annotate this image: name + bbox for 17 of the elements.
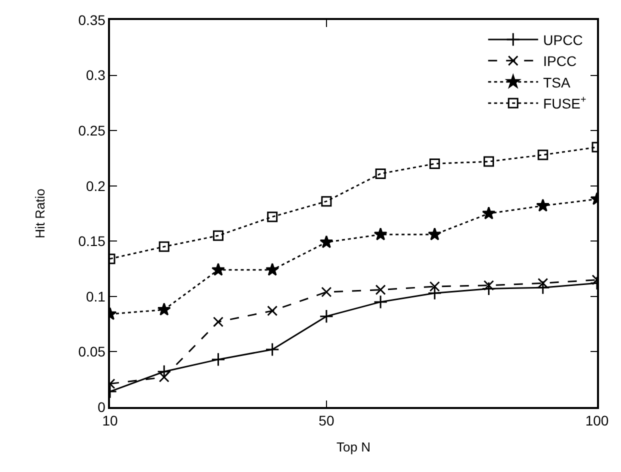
y-tick-label: 0.3 [86, 67, 106, 84]
y-tick-label: 0 [98, 398, 106, 415]
x-axis-title: Top N [336, 440, 370, 455]
y-tick-label: 0.15 [78, 233, 106, 250]
x-tick-label: 50 [318, 412, 334, 429]
y-tick-label: 0.25 [78, 122, 106, 138]
legend-label: IPCC [543, 53, 577, 70]
legend-label: UPCC [543, 32, 583, 48]
y-tick-label: 0.2 [86, 178, 106, 194]
y-axis-title: Hit Ratio [32, 188, 48, 238]
y-tick-label: 0.05 [78, 344, 106, 360]
y-tick-label: 0.1 [86, 288, 106, 304]
legend-label: TSA [543, 74, 572, 90]
x-tick-label: 10 [102, 412, 118, 429]
y-tick-label: 0.35 [78, 12, 106, 28]
x-tick-label: 100 [585, 412, 609, 429]
legend-label: FUSE$^{+}$ [543, 94, 586, 112]
